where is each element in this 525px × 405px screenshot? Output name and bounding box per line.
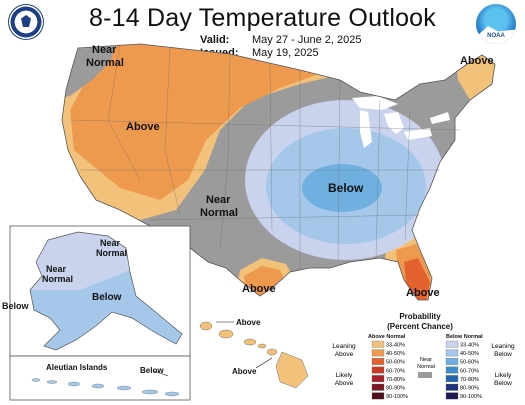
legend-below-label-6: 90-100% [460, 394, 482, 400]
label-ak-near-normal-w-2: Normal [42, 274, 73, 284]
legend-above-swatches: 33-40% 40-50% 50-60% 60-70% 70-80% 80-90% 90-1… [371, 340, 408, 400]
legend-above-label-5: 80-90% [386, 386, 405, 392]
label-ak-below: Below [92, 292, 122, 303]
aleutian-islands [31, 378, 180, 397]
legend-leaning-below: Leaning [491, 343, 515, 350]
alaska-outline [29, 231, 183, 351]
legend-title: Probability [399, 312, 441, 321]
legend-below-label-5: 80-90% [460, 386, 479, 392]
legend-above-swatch-3 [371, 366, 385, 374]
legend-above-header: Above Normal [368, 334, 406, 340]
label-near-normal-center: Near [206, 194, 231, 206]
legend-above-swatch-5 [371, 383, 385, 391]
label-aleutian-islands: Aleutian Islands [46, 363, 108, 372]
legend-below-swatch-1 [445, 349, 459, 357]
label-near-normal-center-2: Normal [200, 207, 238, 219]
label-above-fl: Above [406, 287, 440, 299]
state-lines [69, 43, 461, 270]
label-above-ne: Above [460, 55, 494, 67]
legend-below-swatch-5 [445, 383, 459, 391]
label-hawaii-above-2: Above [232, 367, 257, 376]
legend-leaning-above: Leaning [332, 343, 356, 350]
legend-likely-below-2: Below [494, 380, 512, 387]
hawaii-map [199, 321, 309, 389]
legend-likely-below: Likely [495, 372, 512, 379]
legend-likely-above-2: Above [335, 380, 354, 387]
noaa-logo: NOAA [476, 4, 516, 44]
noaa-logo-text: NOAA [487, 33, 505, 39]
legend-below-label-0: 33-40% [460, 343, 479, 349]
legend-above-label-4: 70-80% [386, 377, 405, 383]
conus-outline [61, 43, 496, 301]
legend-below-label-3: 60-70% [460, 368, 479, 374]
legend-above-label-3: 60-70% [386, 368, 405, 374]
map-title: 8-14 Day Temperature Outlook [89, 4, 436, 32]
legend-above-label-6: 90-100% [386, 394, 408, 400]
legend-above-label-2: 50-60% [386, 360, 405, 366]
label-aleutian-below: Below [140, 366, 164, 375]
legend-leaning-below-2: Below [494, 351, 512, 358]
legend-below-swatch-6 [445, 392, 459, 400]
legend-above-swatch-4 [371, 375, 385, 383]
legend-below-swatch-2 [445, 358, 459, 365]
label-hawaii-above-1: Above [236, 318, 261, 327]
legend: Probability (Percent Chance) Above Norma… [332, 312, 515, 400]
legend-above-label-1: 40-50% [386, 351, 405, 357]
legend-leaning-above-2: Above [335, 351, 354, 358]
legend-below-label-2: 50-60% [460, 360, 479, 366]
eagle-icon [21, 15, 31, 27]
label-ak-near-normal-w: Near [46, 264, 67, 274]
legend-below-label-1: 40-50% [460, 351, 479, 357]
legend-below-swatch-3 [445, 366, 459, 374]
legend-below-header: Below Normal [446, 334, 483, 340]
legend-near-normal: Near [420, 357, 432, 363]
legend-subtitle: (Percent Chance) [387, 322, 453, 331]
legend-near-normal-swatch [418, 372, 432, 378]
valid-value: May 27 - June 2, 2025 [252, 34, 362, 46]
label-above-south: Above [242, 283, 276, 295]
aleutian-inset [9, 355, 191, 401]
legend-below-label-4: 70-80% [460, 377, 479, 383]
label-above-west: Above [126, 121, 160, 133]
label-ak-below-west: Below [2, 301, 30, 311]
legend-below-swatch-0 [445, 340, 459, 348]
legend-near-normal-2: Normal [417, 364, 435, 370]
legend-above-swatch-6 [371, 392, 385, 400]
legend-below-swatches: 33-40% 40-50% 50-60% 60-70% 70-80% 80-90% 90-1… [445, 340, 482, 400]
issued-value: May 19, 2025 [252, 47, 319, 59]
doc-seal-logo [8, 4, 44, 40]
label-ak-near-normal-2: Normal [96, 248, 127, 258]
label-ak-near-normal: Near [100, 238, 121, 248]
legend-above-swatch-2 [371, 358, 385, 365]
label-near-normal-nw: Near [92, 44, 117, 56]
label-near-normal-nw-2: Normal [86, 57, 124, 69]
legend-likely-above: Likely [336, 372, 353, 379]
label-below-central: Below [328, 181, 364, 195]
legend-above-label-0: 33-40% [386, 343, 405, 349]
legend-below-swatch-4 [445, 375, 459, 383]
valid-label: Valid: [200, 34, 230, 46]
legend-above-swatch-0 [371, 340, 385, 348]
conus-map [62, 44, 495, 300]
legend-above-swatch-1 [371, 349, 385, 357]
